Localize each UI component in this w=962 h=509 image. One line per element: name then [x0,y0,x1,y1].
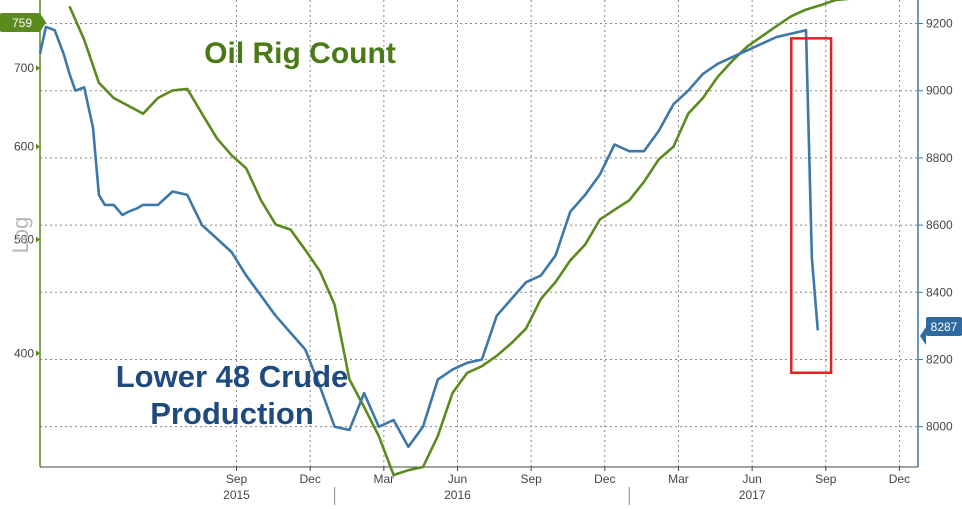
x-month-label: Mar [668,472,689,486]
x-year-label: 2016 [444,488,471,502]
x-month-label: Dec [889,472,910,486]
x-month-label: Sep [815,472,837,486]
grid-lines [40,0,918,467]
crude-production-annotation-line1: Lower 48 Crude [116,359,349,394]
right-tick-label: 8000 [926,420,953,434]
crude-production-line [38,25,820,449]
right-tick-label: 8200 [926,352,953,366]
left-tick-label: 700 [14,61,34,75]
oil-rig-count-annotation: Oil Rig Count [204,37,396,70]
x-month-label: Jun [448,472,467,486]
left-tick-mark [36,350,40,357]
left-tick-label: 400 [14,346,34,360]
right-tick-label: 8800 [926,151,953,165]
x-month-label: Mar [373,472,394,486]
x-month-label: Dec [300,472,321,486]
axes [36,0,923,505]
left-value-badge-text: 759 [12,16,32,30]
x-year-label: 2017 [739,488,766,502]
left-tick-mark [36,143,40,150]
oil-rig-count-line [68,0,851,477]
x-year-label: 2015 [223,488,250,502]
tick-labels: 8000 8200 8400 8600 8800 9000 9200 Sep Dec Mar Jun… [14,17,953,502]
series [38,0,851,477]
left-value-badge: 759 [0,13,46,32]
left-tick-mark [36,236,40,243]
highlight-box [790,37,833,375]
right-tick-label: 9000 [926,84,953,98]
right-tick-label: 8400 [926,285,953,299]
x-month-label: Jun [742,472,761,486]
crude-production-annotation-line2: Production [150,396,314,431]
left-axis-label: Log [8,217,33,254]
left-tick-mark [36,65,40,72]
right-value-badge: 8287 [920,317,962,345]
x-month-label: Dec [594,472,615,486]
right-tick-label: 9200 [926,17,953,31]
left-tick-label: 600 [14,140,34,154]
right-value-badge-text: 8287 [931,320,958,334]
right-tick-label: 8600 [926,218,953,232]
x-month-label: Sep [226,472,248,486]
left-tick-label: 500 [14,233,34,247]
x-month-label: Sep [520,472,542,486]
